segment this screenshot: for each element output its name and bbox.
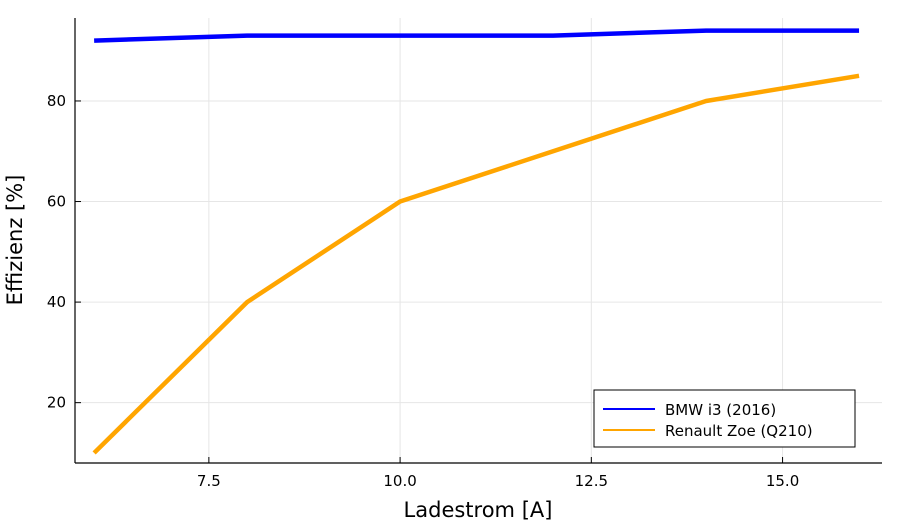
grid bbox=[75, 18, 882, 463]
series-line-0 bbox=[94, 28, 860, 43]
x-tick-label: 15.0 bbox=[766, 472, 799, 490]
x-tick-label: 10.0 bbox=[383, 472, 416, 490]
x-tick-label: 7.5 bbox=[197, 472, 221, 490]
legend-label-bmw: BMW i3 (2016) bbox=[665, 401, 776, 419]
series bbox=[92, 28, 860, 455]
legend-box bbox=[593, 389, 856, 448]
legend-label-zoe: Renault Zoe (Q210) bbox=[665, 422, 813, 440]
y-tick-label: 60 bbox=[47, 193, 66, 211]
ticks: 7.5 10.0 12.5 15.0 20 40 60 80 bbox=[47, 92, 799, 490]
x-axis-title: Ladestrom [A] bbox=[404, 498, 553, 522]
y-axis-title: Effizienz [%] bbox=[3, 175, 27, 306]
series-line-1 bbox=[92, 73, 860, 455]
axes bbox=[74, 18, 882, 464]
legend: BMW i3 (2016) Renault Zoe (Q210) bbox=[593, 389, 856, 448]
y-tick-label: 80 bbox=[47, 92, 66, 110]
y-tick-label: 40 bbox=[47, 293, 66, 311]
y-tick-label: 20 bbox=[47, 394, 66, 412]
x-tick-label: 12.5 bbox=[575, 472, 608, 490]
